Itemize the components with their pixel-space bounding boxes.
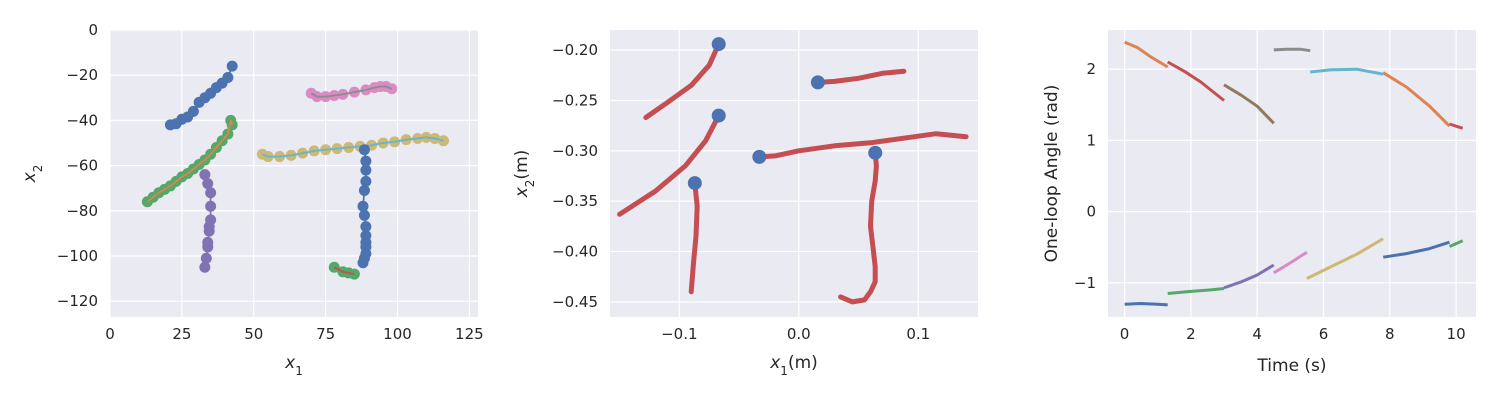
stroke-start-point bbox=[711, 37, 726, 52]
x-tick-label: 25 bbox=[172, 325, 191, 343]
series-line bbox=[1382, 71, 1451, 128]
series-line bbox=[1167, 287, 1225, 295]
x-tick-label: 125 bbox=[455, 325, 484, 343]
plot-background bbox=[1108, 30, 1476, 317]
x-axis-label: x1 bbox=[284, 353, 303, 378]
stroke-line bbox=[838, 150, 879, 305]
x-tick-label: −0.1 bbox=[661, 325, 697, 343]
y-axis-label: x2(m) bbox=[512, 150, 537, 199]
series-line bbox=[262, 136, 444, 158]
series-line bbox=[1449, 122, 1464, 130]
stroke-position-panel: −0.1 0.0 0.1 −0.20 −0.25 −0.30 −0.35 −0.40 −0.45… bbox=[512, 30, 978, 378]
series-line bbox=[1223, 263, 1275, 290]
series-line bbox=[1124, 302, 1168, 307]
y-axis-label: x2 bbox=[20, 165, 45, 184]
y-tick-label: −1 bbox=[1074, 274, 1096, 292]
series-line bbox=[204, 174, 212, 268]
y-tick-label: 0 bbox=[88, 21, 98, 39]
series-line bbox=[1448, 239, 1464, 248]
stroke-start-point bbox=[752, 149, 767, 164]
series-line bbox=[1124, 40, 1169, 69]
stroke-start-point bbox=[711, 108, 726, 123]
data-point bbox=[328, 261, 340, 273]
data-point bbox=[358, 144, 370, 156]
y-tick-label: −100 bbox=[57, 247, 98, 265]
series-line bbox=[1382, 240, 1450, 259]
x-axis-label: Time (s) bbox=[1256, 356, 1326, 376]
x-tick-label: 2 bbox=[1186, 325, 1196, 343]
series-line bbox=[362, 149, 367, 264]
series-line bbox=[170, 65, 234, 126]
y-tick-label: −60 bbox=[66, 157, 98, 175]
x-tick-label: 75 bbox=[316, 325, 335, 343]
y-tick-label: −0.30 bbox=[552, 142, 598, 160]
stroke-line bbox=[617, 113, 722, 217]
x-tick-label: 8 bbox=[1385, 325, 1395, 343]
series-line bbox=[1273, 250, 1308, 275]
stroke-line bbox=[815, 68, 907, 85]
y-tick-label: −20 bbox=[66, 66, 98, 84]
y-tick-label: −0.25 bbox=[552, 91, 598, 109]
series-line bbox=[1310, 67, 1384, 76]
x-tick-label: 0.1 bbox=[906, 325, 930, 343]
stroke-start-point bbox=[810, 75, 825, 90]
y-tick-label: −120 bbox=[57, 292, 98, 310]
x-tick-label: 0 bbox=[105, 325, 115, 343]
y-tick-label: −40 bbox=[66, 111, 98, 129]
data-point bbox=[226, 60, 238, 72]
x-tick-label: 6 bbox=[1319, 325, 1329, 343]
stroke-start-point bbox=[687, 176, 702, 191]
series-line bbox=[1306, 237, 1384, 280]
stroke-line bbox=[756, 131, 969, 160]
x-axis-label: x1(m) bbox=[769, 353, 818, 378]
series-line bbox=[1273, 47, 1311, 53]
y-tick-label: −0.20 bbox=[552, 41, 598, 59]
y-tick-label: −80 bbox=[66, 202, 98, 220]
x-tick-label: 50 bbox=[244, 325, 263, 343]
x-tick-label: 10 bbox=[1447, 325, 1466, 343]
x-tick-label: 100 bbox=[383, 325, 412, 343]
series-line bbox=[333, 266, 355, 275]
y-tick-label: −0.35 bbox=[552, 192, 598, 210]
x-tick-label: 0 bbox=[1120, 325, 1130, 343]
series-line bbox=[1223, 83, 1275, 125]
y-tick-label: 0 bbox=[1086, 203, 1096, 221]
y-tick-label: 1 bbox=[1086, 131, 1096, 149]
y-axis-label: One-loop Angle (rad) bbox=[1042, 85, 1062, 263]
series-line bbox=[1166, 60, 1225, 102]
x-tick-label: 0.0 bbox=[787, 325, 811, 343]
x-tick-label: 4 bbox=[1252, 325, 1262, 343]
trajectory-scatter-panel: 0 25 50 75 100 125 0 −20 −40 −60 −80 −100 −120 x1 x2 bbox=[20, 21, 484, 378]
series-line bbox=[146, 119, 234, 203]
plot-background bbox=[610, 30, 978, 317]
series-line bbox=[310, 85, 393, 98]
stroke-start-point bbox=[868, 145, 883, 160]
stroke-line bbox=[688, 180, 700, 295]
y-tick-label: −0.45 bbox=[552, 293, 598, 311]
data-point bbox=[438, 135, 449, 147]
plot-background bbox=[110, 30, 478, 317]
y-tick-label: −0.40 bbox=[552, 243, 598, 261]
stroke-line bbox=[643, 41, 722, 121]
y-tick-label: 2 bbox=[1086, 60, 1096, 78]
